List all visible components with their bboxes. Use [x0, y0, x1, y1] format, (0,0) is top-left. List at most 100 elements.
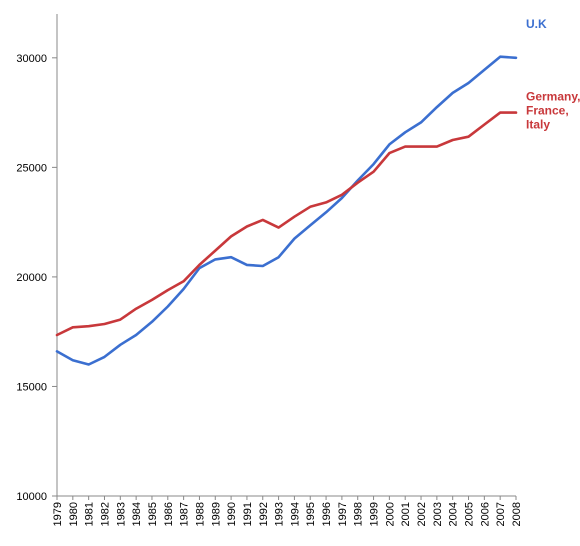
data-point — [293, 238, 295, 240]
data-point — [341, 194, 343, 196]
data-point — [198, 267, 200, 269]
y-tick-label: 10000 — [16, 491, 47, 503]
data-point — [293, 216, 295, 218]
x-tick-label: 2001 — [400, 502, 412, 526]
data-point — [499, 56, 501, 58]
x-tick-label: 2003 — [432, 502, 444, 526]
data-point — [373, 163, 375, 165]
data-point — [388, 143, 390, 145]
data-point — [452, 92, 454, 94]
data-point — [452, 139, 454, 141]
data-point — [499, 112, 501, 114]
data-point — [88, 363, 90, 366]
data-point — [103, 356, 106, 358]
data-point — [309, 206, 311, 208]
x-tick-label: 2006 — [479, 502, 491, 526]
x-tick-label: 2007 — [495, 502, 507, 526]
x-tick-label: 1986 — [163, 502, 175, 526]
data-point — [325, 201, 327, 203]
data-point — [198, 264, 200, 266]
x-tick-label: 1981 — [84, 502, 96, 526]
y-tick-label: 15000 — [16, 381, 47, 393]
x-tick-label: 1987 — [179, 502, 191, 526]
data-point — [72, 326, 74, 328]
data-point — [135, 334, 137, 336]
series-labels: U.K Germany, France, Italy — [526, 17, 580, 132]
data-point — [515, 57, 517, 59]
data-point — [483, 124, 485, 126]
data-point — [357, 182, 359, 184]
series-lines — [55, 55, 518, 366]
data-point — [373, 171, 375, 173]
series-line-0 — [55, 55, 518, 366]
x-tick-label: 1991 — [242, 502, 254, 526]
x-tick-label: 1994 — [289, 502, 301, 526]
x-tick-label: 2004 — [448, 502, 460, 526]
data-point — [278, 256, 280, 258]
x-tick-label: 2002 — [416, 502, 428, 526]
data-point — [404, 131, 406, 133]
series-line-1 — [55, 111, 518, 337]
y-tick-label: 20000 — [16, 272, 47, 284]
x-tick-label: 1993 — [274, 502, 286, 526]
data-point — [262, 219, 264, 221]
data-point — [103, 323, 106, 325]
data-point — [467, 82, 470, 84]
x-tick-label: 2008 — [511, 502, 523, 526]
data-point — [56, 350, 58, 352]
data-point — [341, 197, 343, 199]
x-tick-label: 2000 — [384, 502, 396, 526]
x-tick-label: 1989 — [210, 502, 222, 526]
x-tick-label: 1998 — [353, 502, 365, 526]
x-tick-label: 1996 — [321, 502, 333, 526]
x-tick-label: 1988 — [194, 502, 206, 526]
data-point — [88, 325, 90, 327]
data-point — [230, 256, 232, 258]
y-tick-label: 30000 — [16, 53, 47, 65]
x-tick-label: 1999 — [369, 502, 381, 526]
series-label-1: Germany, France, Italy — [526, 90, 580, 132]
y-tick-label: 25000 — [16, 162, 47, 174]
data-point — [388, 152, 390, 154]
data-point — [436, 106, 438, 108]
series-label-0: U.K — [526, 17, 547, 31]
data-point — [325, 211, 327, 213]
x-tick-label: 1990 — [226, 502, 238, 526]
x-tick-label: 2005 — [464, 502, 476, 526]
data-point — [214, 258, 216, 260]
data-point — [72, 359, 74, 361]
y-axis: 10000 15000 20000 25000 30000 — [16, 14, 58, 503]
data-point — [214, 250, 216, 252]
data-point — [515, 112, 517, 114]
data-point — [119, 319, 121, 321]
data-point — [119, 344, 121, 346]
x-tick-label: 1997 — [337, 502, 349, 526]
data-point — [357, 179, 359, 182]
data-point — [183, 288, 185, 290]
x-tick-label: 1982 — [99, 502, 111, 526]
x-axis: 1979 1980 1981 1982 1983 1984 1985 1986 1987 1988… — [52, 495, 523, 526]
data-point — [167, 305, 169, 308]
x-tick-label: 1992 — [258, 502, 270, 526]
x-tick-label: 1980 — [68, 502, 80, 526]
data-point — [262, 265, 264, 267]
x-tick-label: 1995 — [305, 502, 317, 526]
data-point — [246, 225, 248, 228]
x-tick-label: 1979 — [52, 502, 64, 526]
data-point — [436, 146, 438, 148]
data-point — [183, 280, 185, 282]
data-point — [56, 334, 58, 336]
data-point — [135, 308, 137, 310]
x-tick-label: 1985 — [147, 502, 159, 526]
data-point — [230, 235, 232, 237]
data-point — [420, 146, 422, 148]
data-point — [151, 321, 153, 323]
data-point — [309, 224, 311, 226]
data-point — [404, 146, 406, 148]
data-point — [246, 264, 248, 266]
data-point — [483, 69, 485, 71]
x-tick-label: 1984 — [131, 502, 143, 526]
data-point — [167, 289, 169, 291]
x-tick-label: 1983 — [115, 502, 127, 526]
